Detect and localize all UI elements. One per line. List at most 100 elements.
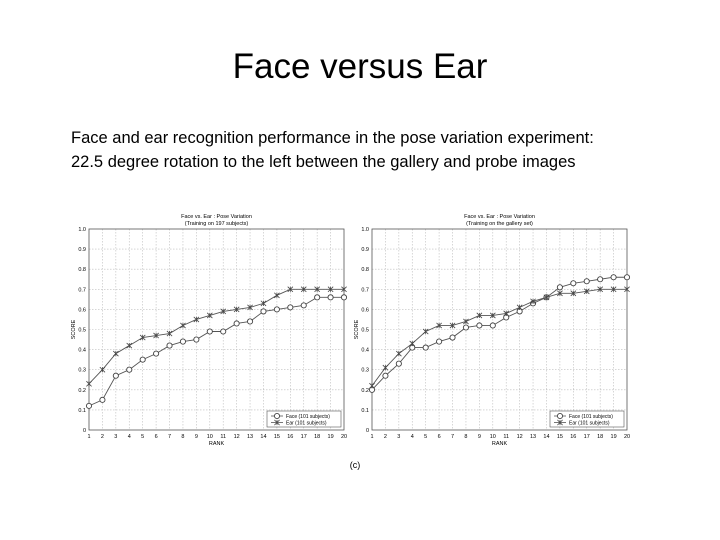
data-point — [489, 312, 496, 319]
data-point — [139, 356, 146, 363]
data-point — [166, 342, 173, 349]
chart-title: Face vs. Ear : Pose Variation — [464, 214, 535, 220]
data-point — [543, 294, 550, 301]
y-tick-label: 0.3 — [361, 368, 369, 374]
plot-frame — [371, 228, 628, 431]
data-point — [422, 328, 429, 335]
data-point — [85, 402, 93, 409]
y-tick-label: 0.2 — [361, 388, 369, 394]
legend-entry: Ear (101 subjects) — [569, 421, 610, 427]
data-point — [409, 340, 416, 347]
x-tick-label: 11 — [220, 434, 226, 440]
series-face — [368, 274, 631, 393]
chart-subtitle: (Training on 197 subjects) — [185, 221, 249, 227]
data-point — [300, 286, 307, 293]
data-point — [260, 300, 267, 307]
data-point — [597, 286, 604, 293]
data-point — [166, 330, 173, 337]
chart-subtitle: (Training on the gallery set) — [466, 221, 533, 227]
data-point — [99, 396, 106, 403]
x-tick-label: 17 — [301, 434, 307, 440]
data-point — [583, 288, 590, 295]
data-point — [570, 290, 577, 297]
data-point — [247, 304, 253, 311]
data-point — [260, 308, 267, 315]
chart-title: Face vs. Ear : Pose Variation — [181, 214, 252, 220]
legend-marker — [557, 419, 563, 426]
data-point — [206, 312, 213, 319]
y-tick-label: 0.1 — [78, 408, 86, 414]
x-tick-label: 13 — [530, 434, 536, 440]
legend-entry: Face (101 subjects) — [569, 414, 613, 420]
data-point — [516, 304, 523, 311]
data-point — [556, 284, 563, 291]
x-tick-label: 19 — [328, 434, 334, 440]
x-tick-label: 15 — [274, 434, 280, 440]
y-tick-label: 0.6 — [361, 307, 369, 313]
data-point — [220, 328, 227, 335]
data-point — [153, 350, 160, 357]
x-tick-label: 2 — [384, 434, 387, 440]
data-point — [139, 334, 146, 341]
slide-caption: Face and ear recognition performance in … — [71, 126, 691, 174]
x-tick-label: 3 — [114, 434, 117, 440]
x-tick-label: 20 — [341, 434, 347, 440]
series-face — [85, 294, 348, 409]
data-point — [597, 276, 604, 283]
data-point — [287, 304, 294, 311]
data-point — [126, 366, 133, 373]
series-line — [88, 288, 344, 385]
y-axis-label: SCORE — [71, 319, 77, 339]
data-point — [287, 286, 294, 293]
data-point — [327, 294, 334, 301]
x-tick-label: 19 — [611, 434, 617, 440]
data-point — [86, 380, 92, 387]
chart-2 — [368, 228, 631, 431]
data-point — [382, 364, 389, 371]
legend-marker — [274, 419, 280, 426]
data-point — [206, 328, 213, 335]
x-tick-label: 16 — [287, 434, 293, 440]
data-point — [489, 322, 496, 329]
slide-title: Face versus Ear — [232, 47, 488, 86]
data-point — [179, 338, 186, 345]
y-tick-label: 0.6 — [78, 307, 86, 313]
data-point — [570, 280, 577, 287]
data-point — [340, 294, 348, 301]
legend-marker — [273, 412, 281, 420]
x-tick-label: 18 — [314, 434, 320, 440]
data-point — [193, 316, 200, 323]
x-tick-label: 1 — [87, 434, 90, 440]
y-tick-label: 0 — [83, 428, 86, 434]
y-tick-label: 0.7 — [361, 287, 369, 293]
data-point — [233, 306, 240, 313]
plot-frame — [88, 228, 345, 431]
x-tick-label: 7 — [168, 434, 171, 440]
y-tick-label: 0.7 — [78, 287, 86, 293]
data-point — [476, 322, 483, 329]
x-tick-label: 8 — [464, 434, 467, 440]
data-point — [126, 342, 133, 349]
x-tick-label: 9 — [478, 434, 481, 440]
y-tick-label: 0.3 — [78, 368, 86, 374]
data-point — [300, 302, 307, 309]
figure-label: (c) — [349, 460, 361, 470]
x-tick-label: 6 — [155, 434, 158, 440]
x-tick-label: 16 — [570, 434, 576, 440]
x-tick-label: 15 — [557, 434, 563, 440]
series-line — [371, 288, 627, 387]
data-point — [341, 286, 347, 293]
caption-line-1: Face and ear recognition performance in … — [71, 129, 594, 147]
x-tick-label: 8 — [181, 434, 184, 440]
y-tick-label: 0.5 — [361, 328, 369, 334]
data-point — [273, 306, 280, 313]
x-tick-label: 4 — [411, 434, 414, 440]
x-tick-label: 10 — [490, 434, 496, 440]
data-point — [233, 320, 240, 327]
x-tick-label: 5 — [424, 434, 427, 440]
data-point — [462, 324, 469, 331]
data-point — [610, 274, 617, 281]
y-tick-label: 0.4 — [361, 348, 369, 354]
data-point — [395, 350, 402, 357]
data-point — [382, 372, 389, 379]
